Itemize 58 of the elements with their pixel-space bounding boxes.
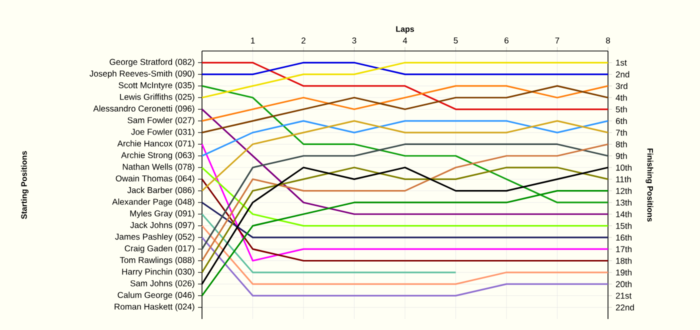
x-tick-label: 1 bbox=[251, 38, 255, 44]
y-tick-label: 18th bbox=[616, 258, 632, 264]
text: Starting Positions bbox=[20, 151, 28, 219]
text: Owain Thomas (064) bbox=[116, 175, 194, 184]
x-tick-label: 6 bbox=[504, 37, 508, 44]
x-axis-title: Laps bbox=[396, 26, 414, 34]
text: Archie Strong (063) bbox=[121, 152, 194, 160]
y-tick-label: 9th bbox=[616, 152, 627, 159]
line-series bbox=[201, 85, 609, 122]
y-tick-label: 6th bbox=[616, 118, 627, 124]
text: Calum George (046) bbox=[118, 292, 194, 300]
text: Tom Rawlings (088) bbox=[120, 256, 194, 265]
text: Roman Haskett (024) bbox=[114, 303, 194, 312]
text: Harry Pinchin (030) bbox=[122, 268, 194, 276]
y-tick-label: 8th bbox=[616, 141, 627, 148]
y-axis-title: Finishing Positions bbox=[646, 148, 654, 222]
text: Nathan Wells (078) bbox=[122, 164, 194, 172]
y-tick-label: 15th bbox=[616, 222, 632, 229]
text: Alessandro Ceronetti (096) bbox=[93, 105, 194, 114]
text: Scott McIntyre (035) bbox=[118, 82, 194, 90]
x-tick-label: 2 bbox=[302, 38, 306, 44]
y-tick-label: 16th bbox=[616, 234, 632, 241]
y-tick-label: 21st bbox=[616, 292, 632, 299]
y-tick-label: 10th bbox=[616, 164, 632, 171]
y-tick-label: 14th bbox=[616, 211, 632, 218]
y-tick-label: 20th bbox=[616, 280, 632, 288]
text: James Pashley (052) bbox=[115, 233, 194, 242]
text: Alexander Page (048) bbox=[112, 198, 194, 206]
text: Jack Barber (086) bbox=[127, 186, 194, 195]
y-tick-label: 5th bbox=[616, 106, 627, 112]
y-tick-label: 4th bbox=[616, 94, 627, 101]
y-tick-label: 17th bbox=[616, 246, 632, 252]
x-tick-label: 8 bbox=[606, 37, 610, 44]
text: Myles Gray (091) bbox=[130, 210, 194, 218]
x-tick-label: 4 bbox=[402, 38, 408, 44]
y-tick-label: 22nd bbox=[616, 304, 634, 310]
text: Sam Fowler (027) bbox=[128, 116, 194, 125]
line-series bbox=[201, 85, 609, 134]
y-tick-label: 12th bbox=[616, 188, 632, 194]
y-tick-label: 2nd bbox=[616, 71, 630, 78]
text: Lewis Griffiths (025) bbox=[120, 94, 194, 102]
text: Sam Johns (026) bbox=[130, 280, 194, 288]
x-tick-label: 5 bbox=[454, 38, 458, 44]
y-tick-label: 13th bbox=[616, 199, 632, 206]
text: Joseph Reeves-Smith (090) bbox=[90, 70, 194, 78]
x-tick-label: 3 bbox=[352, 37, 356, 44]
y-tick-label: 1st bbox=[616, 60, 627, 66]
text: George Stratford (082) bbox=[110, 58, 194, 67]
y-tick-label: 11th bbox=[616, 176, 631, 182]
text: Archie Hancox (071) bbox=[117, 140, 194, 148]
y-tick-label: 19th bbox=[616, 269, 632, 276]
y-tick-label: 7th bbox=[616, 129, 627, 136]
x-tick-label: 7 bbox=[555, 38, 560, 44]
y-tick-label: 3rd bbox=[616, 82, 628, 90]
text: Craig Gaden (017) bbox=[124, 245, 194, 254]
line-series bbox=[201, 85, 609, 204]
text: Joe Fowler (031) bbox=[131, 128, 194, 137]
text: Jack Johns (097) bbox=[130, 222, 194, 230]
